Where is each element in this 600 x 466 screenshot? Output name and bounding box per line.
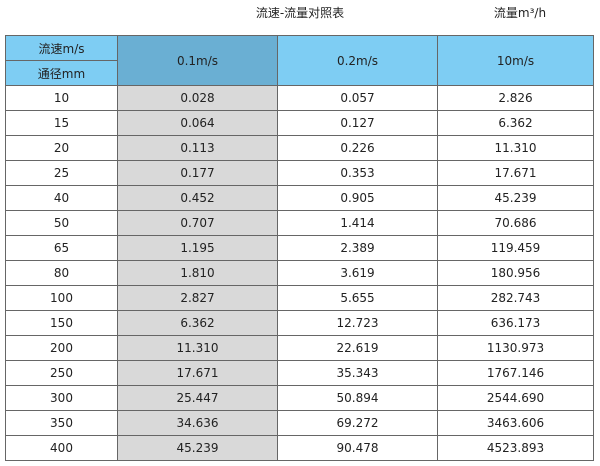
diameter-cell: 100 xyxy=(5,285,118,311)
diameter-cell: 300 xyxy=(5,385,118,411)
velocity-header: 流速m/s xyxy=(5,35,118,61)
flow-cell: 1.810 xyxy=(117,260,278,286)
column-header: 0.2m/s xyxy=(277,35,438,86)
flow-cell: 6.362 xyxy=(117,310,278,336)
flow-cell: 0.028 xyxy=(117,85,278,111)
table-row: 250 17.671 35.343 1767.146 xyxy=(5,360,594,386)
flow-cell: 2.826 xyxy=(437,85,594,111)
flow-cell: 1.414 xyxy=(277,210,438,236)
flow-cell: 35.343 xyxy=(277,360,438,386)
flow-cell: 25.447 xyxy=(117,385,278,411)
flow-cell: 180.956 xyxy=(437,260,594,286)
flow-cell: 34.636 xyxy=(117,410,278,436)
table-row: 100 2.827 5.655 282.743 xyxy=(5,285,594,311)
flow-cell: 45.239 xyxy=(117,435,278,461)
flow-cell: 0.226 xyxy=(277,135,438,161)
table-row: 25 0.177 0.353 17.671 xyxy=(5,160,594,186)
diameter-cell: 50 xyxy=(5,210,118,236)
table-row: 400 45.239 90.478 4523.893 xyxy=(5,435,594,461)
diameter-cell: 400 xyxy=(5,435,118,461)
flow-cell: 50.894 xyxy=(277,385,438,411)
flow-cell: 119.459 xyxy=(437,235,594,261)
flow-cell: 17.671 xyxy=(117,360,278,386)
diameter-cell: 150 xyxy=(5,310,118,336)
flow-cell: 0.057 xyxy=(277,85,438,111)
flow-cell: 0.353 xyxy=(277,160,438,186)
header-row: 通径mm xyxy=(5,60,594,86)
diameter-cell: 200 xyxy=(5,335,118,361)
flow-cell: 0.707 xyxy=(117,210,278,236)
table-row: 200 11.310 22.619 1130.973 xyxy=(5,335,594,361)
table-row: 300 25.447 50.894 2544.690 xyxy=(5,385,594,411)
flow-cell: 0.905 xyxy=(277,185,438,211)
flow-cell: 4523.893 xyxy=(437,435,594,461)
table-row: 150 6.362 12.723 636.173 xyxy=(5,310,594,336)
flow-cell: 2.389 xyxy=(277,235,438,261)
flow-cell: 11.310 xyxy=(117,335,278,361)
flow-cell: 11.310 xyxy=(437,135,594,161)
diameter-cell: 65 xyxy=(5,235,118,261)
flow-cell: 5.655 xyxy=(277,285,438,311)
table-title: 流速-流量对照表 xyxy=(255,6,345,20)
flow-cell: 0.177 xyxy=(117,160,278,186)
flow-cell: 70.686 xyxy=(437,210,594,236)
table-row: 40 0.452 0.905 45.239 xyxy=(5,185,594,211)
diameter-cell: 10 xyxy=(5,85,118,111)
table-row: 350 34.636 69.272 3463.606 xyxy=(5,410,594,436)
flow-cell: 3463.606 xyxy=(437,410,594,436)
header-row: 流速m/s 0.1m/s 0.2m/s 10m/s xyxy=(5,35,594,86)
table-row: 65 1.195 2.389 119.459 xyxy=(5,235,594,261)
diameter-cell: 25 xyxy=(5,160,118,186)
flow-table: 流速m/s 0.1m/s 0.2m/s 10m/s 通径mm 10 0.028 0.… xyxy=(5,35,594,461)
flow-cell: 0.064 xyxy=(117,110,278,136)
flow-cell: 0.452 xyxy=(117,185,278,211)
table-row: 80 1.810 3.619 180.956 xyxy=(5,260,594,286)
flow-cell: 69.272 xyxy=(277,410,438,436)
diameter-header: 通径mm xyxy=(5,60,118,86)
column-header: 10m/s xyxy=(437,35,594,86)
flow-cell: 0.127 xyxy=(277,110,438,136)
flow-cell: 6.362 xyxy=(437,110,594,136)
flow-cell: 2544.690 xyxy=(437,385,594,411)
flow-cell: 45.239 xyxy=(437,185,594,211)
diameter-cell: 80 xyxy=(5,260,118,286)
flow-cell: 90.478 xyxy=(277,435,438,461)
flow-cell: 282.743 xyxy=(437,285,594,311)
flow-cell: 12.723 xyxy=(277,310,438,336)
column-header: 0.1m/s xyxy=(117,35,278,86)
flow-cell: 1.195 xyxy=(117,235,278,261)
flow-cell: 1767.146 xyxy=(437,360,594,386)
table-row: 15 0.064 0.127 6.362 xyxy=(5,110,594,136)
table-row: 20 0.113 0.226 11.310 xyxy=(5,135,594,161)
diameter-cell: 40 xyxy=(5,185,118,211)
table-row: 10 0.028 0.057 2.826 xyxy=(5,85,594,111)
flow-cell: 22.619 xyxy=(277,335,438,361)
diameter-cell: 15 xyxy=(5,110,118,136)
flow-cell: 3.619 xyxy=(277,260,438,286)
flow-cell: 636.173 xyxy=(437,310,594,336)
flow-cell: 2.827 xyxy=(117,285,278,311)
flow-cell: 17.671 xyxy=(437,160,594,186)
unit-label: 流量m³/h xyxy=(493,6,547,20)
diameter-cell: 350 xyxy=(5,410,118,436)
diameter-cell: 250 xyxy=(5,360,118,386)
diameter-cell: 20 xyxy=(5,135,118,161)
flow-cell: 0.113 xyxy=(117,135,278,161)
flow-cell: 1130.973 xyxy=(437,335,594,361)
table-row: 50 0.707 1.414 70.686 xyxy=(5,210,594,236)
